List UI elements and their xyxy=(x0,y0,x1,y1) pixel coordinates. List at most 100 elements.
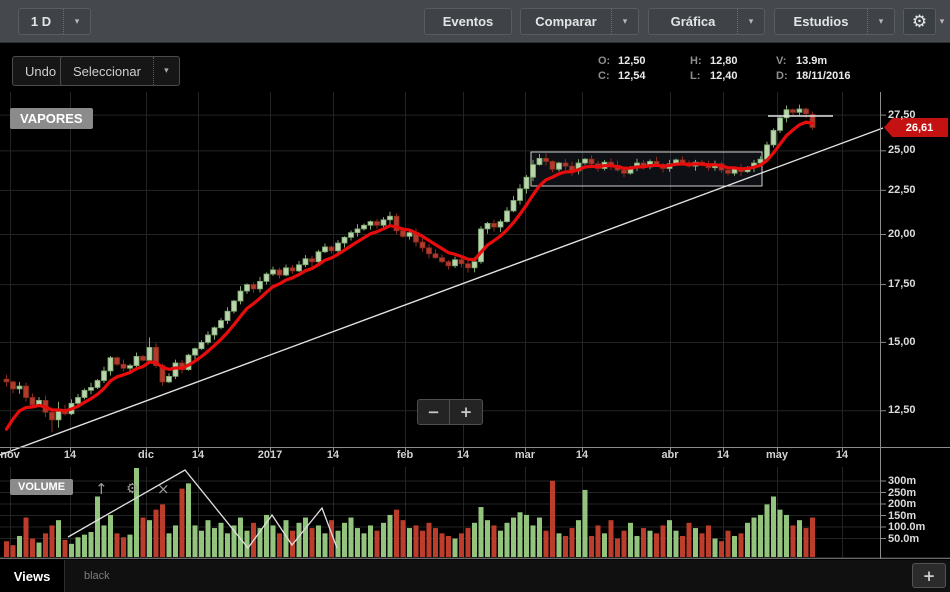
volume-bar xyxy=(355,528,360,557)
candle xyxy=(458,259,465,265)
candle xyxy=(374,221,380,226)
timeframe-label[interactable]: 1 D xyxy=(30,14,52,29)
high-label: H: xyxy=(690,55,702,67)
estudios-button[interactable]: Estudios xyxy=(793,14,849,29)
volume-bar xyxy=(283,520,289,557)
volume-bar xyxy=(147,520,152,557)
view-name-black[interactable]: black xyxy=(84,570,110,582)
chevron-down-icon[interactable]: ▾ xyxy=(63,9,90,34)
volume-bar xyxy=(257,528,263,557)
volume-bar xyxy=(745,522,750,557)
gear-icon[interactable]: ⚙ xyxy=(903,8,936,35)
volume-bar xyxy=(374,530,380,557)
candle xyxy=(439,257,445,263)
volume-bar xyxy=(628,522,633,557)
volume-tick-label: 200m xyxy=(888,498,917,510)
views-bar: Views black + xyxy=(0,560,950,592)
candle xyxy=(270,269,276,275)
comparar-dropdown[interactable]: Comparar ▾ xyxy=(520,8,639,35)
zoom-out-button[interactable]: − xyxy=(417,399,450,425)
volume-value: 13.9m xyxy=(796,55,828,67)
volume-bar xyxy=(608,520,614,557)
candle xyxy=(218,320,224,329)
volume-bar xyxy=(433,528,438,557)
chevron-down-icon[interactable]: ▾ xyxy=(611,9,638,34)
volume-bar xyxy=(270,525,276,557)
volume-bar xyxy=(602,533,607,557)
grafica-dropdown[interactable]: Gráfica ▾ xyxy=(648,8,765,35)
timeframe-dropdown[interactable]: 1 D ▾ xyxy=(18,8,91,35)
undo-label: Undo xyxy=(25,63,57,79)
zoom-in-button[interactable]: + xyxy=(450,399,483,425)
candle xyxy=(478,228,484,263)
volume-bar xyxy=(420,530,425,557)
volume-bar xyxy=(342,522,347,557)
price-chart[interactable] xyxy=(0,92,950,467)
annotation-close-icon[interactable]: × xyxy=(157,480,170,498)
candle xyxy=(283,267,289,276)
move-up-arrow-icon[interactable]: ↑ xyxy=(95,480,108,498)
zigzag-annotation[interactable] xyxy=(67,469,338,550)
views-tab[interactable]: Views xyxy=(0,560,65,592)
volume-bar xyxy=(654,533,659,557)
candle xyxy=(367,221,374,226)
candle xyxy=(289,267,296,272)
top-toolbar: 1 D ▾ Eventos Comparar ▾ Gráfica ▾ Estud… xyxy=(0,0,950,43)
volume-bar xyxy=(725,530,731,557)
volume-bar xyxy=(660,525,666,557)
candle xyxy=(315,251,322,263)
open-value: 12,50 xyxy=(618,55,646,67)
chevron-down-icon[interactable]: ▾ xyxy=(737,9,764,34)
candle xyxy=(549,161,556,170)
date-tick-label: 14 xyxy=(191,449,205,461)
candle xyxy=(198,341,205,350)
volume-bar xyxy=(738,533,744,557)
comparar-button[interactable]: Comparar xyxy=(535,14,597,29)
volume-bar xyxy=(192,525,198,557)
candle xyxy=(237,290,244,302)
volume-label: V: xyxy=(776,55,787,67)
estudios-dropdown[interactable]: Estudios ▾ xyxy=(774,8,895,35)
candle xyxy=(231,300,237,312)
candle xyxy=(276,269,283,276)
volume-bar xyxy=(543,530,549,557)
volume-bar xyxy=(10,545,16,557)
candle xyxy=(88,387,94,391)
candle xyxy=(790,109,796,113)
volume-bar xyxy=(264,514,269,557)
select-tool-dropdown[interactable]: Seleccionar ▾ xyxy=(60,56,180,86)
volume-bar xyxy=(790,525,796,557)
candle xyxy=(770,129,777,146)
candle xyxy=(536,157,543,165)
annotation-gear-icon[interactable]: ⚙ xyxy=(126,481,139,497)
candle xyxy=(328,246,335,252)
eventos-button[interactable]: Eventos xyxy=(424,8,512,35)
trendline-annotation[interactable] xyxy=(0,127,884,456)
volume-bar xyxy=(303,517,308,557)
candle xyxy=(562,162,569,167)
candle xyxy=(393,215,400,232)
undo-button[interactable]: Undo xyxy=(12,56,70,86)
volume-bar xyxy=(108,514,113,557)
volume-bar xyxy=(686,522,692,557)
candle xyxy=(335,242,341,252)
candle xyxy=(387,215,393,221)
chevron-down-icon[interactable]: ▾ xyxy=(939,16,945,27)
volume-bar xyxy=(49,525,55,557)
volume-tick-label: 150m xyxy=(888,509,917,522)
zoom-controls: − + xyxy=(417,399,483,425)
volume-bar xyxy=(563,535,568,557)
chevron-down-icon[interactable]: ▾ xyxy=(867,9,894,34)
volume-bar xyxy=(426,522,432,557)
volume-bar xyxy=(719,541,724,557)
volume-bar xyxy=(43,533,48,557)
date-tick-label: abr xyxy=(661,449,679,461)
add-view-button[interactable]: + xyxy=(912,563,946,588)
volume-chart[interactable] xyxy=(0,467,950,560)
candle xyxy=(341,236,348,244)
grafica-button[interactable]: Gráfica xyxy=(670,14,716,29)
volume-bar xyxy=(160,504,165,557)
chevron-down-icon[interactable]: ▾ xyxy=(152,57,179,85)
volume-bar xyxy=(121,537,126,557)
volume-bar xyxy=(615,538,620,557)
